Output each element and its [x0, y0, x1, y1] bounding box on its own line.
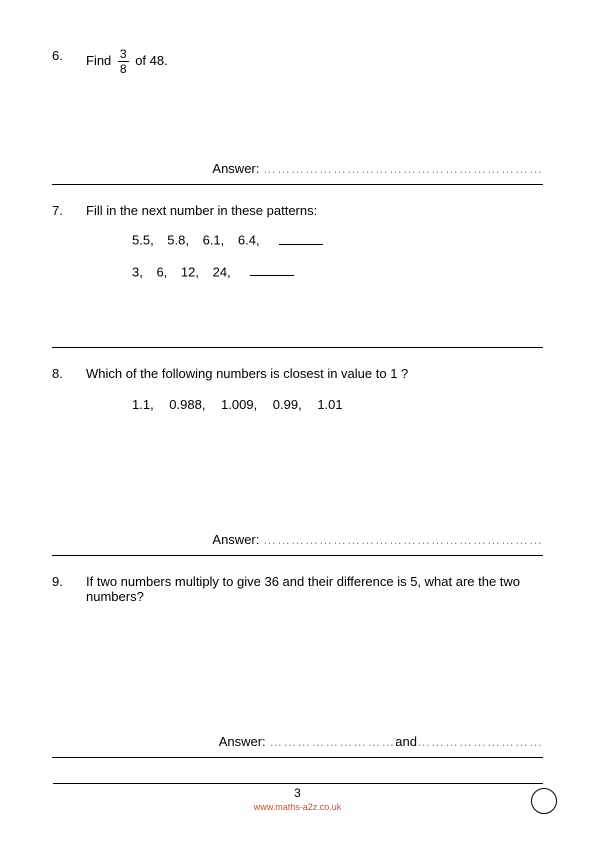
- answer-label: Answer:: [212, 161, 259, 176]
- question-number: 9.: [52, 574, 86, 604]
- fraction-denominator: 8: [118, 62, 129, 75]
- answer-label: Answer:: [219, 734, 266, 749]
- q8-text: Which of the following numbers is closes…: [86, 366, 408, 381]
- circle-icon: [531, 788, 557, 814]
- answer-line-q8: Answer: ……………………………………………………: [52, 532, 543, 547]
- page-number: 3: [0, 786, 595, 800]
- pattern-b: 3, 6, 12, 24,: [132, 264, 543, 280]
- footer-rule: [53, 783, 543, 784]
- q7-text: Fill in the next number in these pattern…: [86, 203, 317, 218]
- pattern-b-blank[interactable]: [250, 264, 294, 277]
- question-number: 7.: [52, 203, 86, 279]
- divider: [52, 555, 543, 556]
- question-7: 7. Fill in the next number in these patt…: [52, 203, 543, 279]
- answer-blank-2[interactable]: ………………………: [417, 734, 543, 749]
- pattern-a-blank[interactable]: [279, 232, 323, 245]
- answer-line-q9: Answer: ………………………and………………………: [52, 734, 543, 749]
- question-body: Find 38 of 48.: [86, 48, 543, 75]
- question-body: Which of the following numbers is closes…: [86, 366, 543, 412]
- answer-blank-1[interactable]: ………………………: [269, 734, 395, 749]
- answer-blank[interactable]: ……………………………………………………: [263, 532, 543, 547]
- pattern-a: 5.5, 5.8, 6.1, 6.4,: [132, 232, 543, 248]
- q6-pre: Find: [86, 53, 115, 68]
- answer-label: Answer:: [212, 532, 259, 547]
- divider: [52, 184, 543, 185]
- answer-blank[interactable]: ……………………………………………………: [263, 161, 543, 176]
- footer-url: www.maths-a2z.co.uk: [0, 802, 595, 812]
- answer-line-q6: Answer: ……………………………………………………: [52, 161, 543, 176]
- q8-options: 1.1, 0.988, 1.009, 0.99, 1.01: [132, 397, 543, 412]
- fraction-numerator: 3: [118, 48, 129, 62]
- fraction-3-8: 38: [118, 48, 129, 75]
- pattern-b-values: 3, 6, 12, 24,: [132, 264, 231, 279]
- q6-post: of 48.: [132, 53, 168, 68]
- question-6: 6. Find 38 of 48.: [52, 48, 543, 75]
- question-number: 8.: [52, 366, 86, 412]
- question-number: 6.: [52, 48, 86, 75]
- question-9: 9. If two numbers multiply to give 36 an…: [52, 574, 543, 604]
- divider: [52, 347, 543, 348]
- divider: [52, 757, 543, 758]
- answer-mid: and: [395, 734, 417, 749]
- q9-text: If two numbers multiply to give 36 and t…: [86, 574, 520, 604]
- worksheet-page: 6. Find 38 of 48. Answer: ………………………………………: [0, 0, 595, 758]
- question-body: Fill in the next number in these pattern…: [86, 203, 543, 279]
- question-body: If two numbers multiply to give 36 and t…: [86, 574, 543, 604]
- question-8: 8. Which of the following numbers is clo…: [52, 366, 543, 412]
- pattern-a-values: 5.5, 5.8, 6.1, 6.4,: [132, 233, 260, 248]
- page-footer: 3 www.maths-a2z.co.uk: [0, 783, 595, 812]
